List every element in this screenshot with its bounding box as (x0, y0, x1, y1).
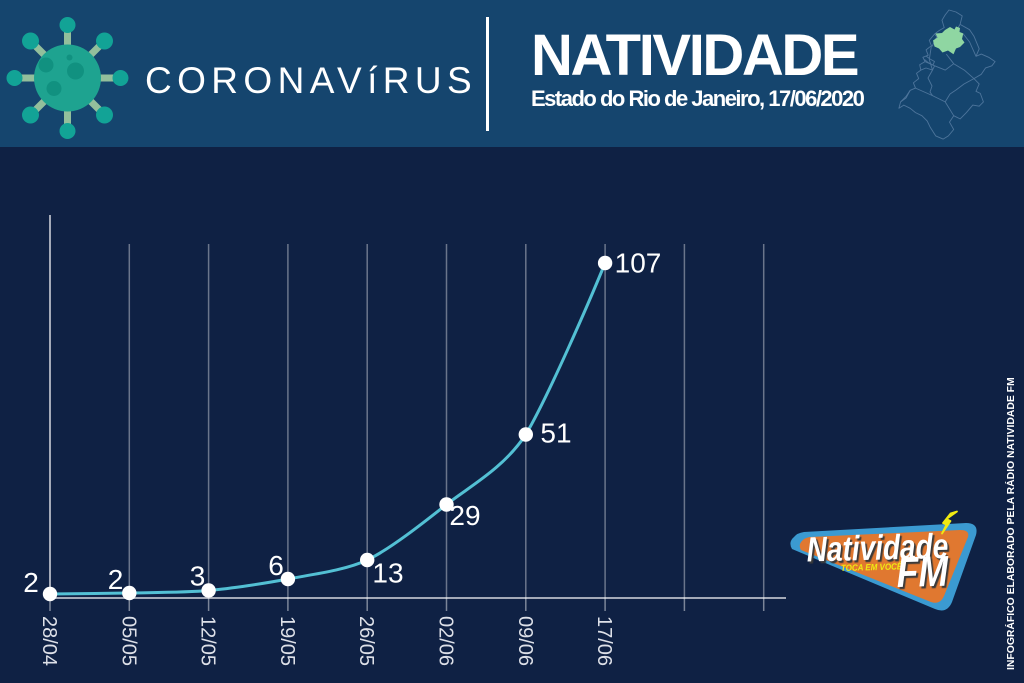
svg-text:Natividade: Natividade (806, 526, 949, 569)
svg-text:3: 3 (190, 561, 206, 592)
svg-text:17/06: 17/06 (593, 616, 615, 666)
svg-text:12/05: 12/05 (197, 616, 219, 666)
svg-text:09/06: 09/06 (514, 616, 536, 666)
svg-text:13: 13 (372, 558, 403, 589)
svg-text:51: 51 (540, 418, 571, 449)
svg-text:28/04: 28/04 (38, 616, 60, 666)
svg-text:26/05: 26/05 (355, 616, 377, 666)
svg-text:2: 2 (23, 567, 39, 598)
svg-text:05/05: 05/05 (117, 616, 139, 666)
svg-text:FM: FM (896, 548, 950, 597)
svg-text:29: 29 (449, 500, 480, 531)
svg-text:107: 107 (615, 248, 662, 279)
svg-text:TOCA EM VOCÊ: TOCA EM VOCÊ (841, 560, 903, 573)
svg-text:2: 2 (108, 564, 124, 595)
svg-text:19/05: 19/05 (276, 616, 298, 666)
svg-text:02/06: 02/06 (435, 616, 457, 666)
svg-text:6: 6 (268, 550, 284, 581)
